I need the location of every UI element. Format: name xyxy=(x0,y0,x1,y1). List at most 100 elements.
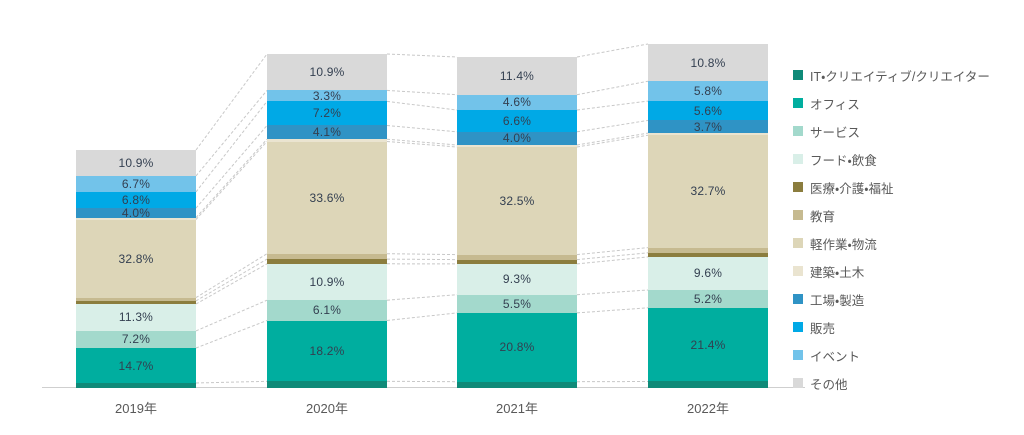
bar-segment-サービス: 5.2% xyxy=(648,289,768,308)
legend-swatch-icon xyxy=(793,322,803,332)
connector-line-工場・製造 xyxy=(386,125,458,133)
segment-value-label: 4.0% xyxy=(502,131,532,146)
bar-segment-建築・土木 xyxy=(457,145,577,148)
x-axis-line xyxy=(42,387,805,388)
bar-segment-販売: 6.8% xyxy=(76,191,196,209)
segment-value-label: 6.7% xyxy=(121,176,151,191)
bar-segment-IT・クリエイティブ/クリエイター xyxy=(648,381,768,388)
bar-segment-軽作業・物流: 32.7% xyxy=(648,135,768,248)
connector-line-工場・製造 xyxy=(195,125,268,209)
segment-value-label: 9.3% xyxy=(502,272,532,287)
segment-value-label: 6.8% xyxy=(121,192,151,207)
legend-swatch-icon xyxy=(793,154,803,164)
legend-label: イベント xyxy=(810,349,861,364)
segment-value-label: 7.2% xyxy=(121,332,151,347)
connector-line-教育 xyxy=(195,253,268,299)
connector-line-建築・土木 xyxy=(576,132,649,146)
bar-segment-フード・飲食: 11.3% xyxy=(76,304,196,331)
legend-item-工場・製造: 工場・製造 xyxy=(793,285,990,313)
bar-segment-オフィス: 20.8% xyxy=(457,312,577,382)
bar-segment-イベント: 6.7% xyxy=(76,175,196,192)
connector-line-IT・クリエイティブ/クリエイター xyxy=(195,380,268,384)
bar-segment-教育 xyxy=(648,247,768,253)
connector-line-販売 xyxy=(195,101,268,193)
bar-segment-IT・クリエイティブ/クリエイター xyxy=(267,381,387,388)
segment-value-label: 10.8% xyxy=(690,55,726,70)
bar-2022年: 21.4% 5.2% 9.6% 32.7% 3.7% 5.6% 5.8% 10.8% xyxy=(648,44,768,388)
legend-label: 教育 xyxy=(810,209,836,224)
connector-line-医療・介護・福祉 xyxy=(576,252,649,261)
connector-line-その他 xyxy=(576,43,649,58)
bar-segment-建築・土木 xyxy=(267,139,387,142)
legend-label: IT・クリエイティブ/クリエイター xyxy=(810,69,990,84)
legend-swatch-icon xyxy=(793,294,803,304)
bar-segment-軽作業・物流: 33.6% xyxy=(267,141,387,254)
legend-item-イベント: イベント xyxy=(793,341,990,369)
segment-value-label: 7.2% xyxy=(312,106,342,121)
segment-value-label: 6.1% xyxy=(312,303,342,318)
x-axis-label-2019年: 2019年 xyxy=(115,401,157,416)
legend-swatch-icon xyxy=(793,126,803,136)
bar-segment-サービス: 7.2% xyxy=(76,330,196,349)
segment-value-label: 4.0% xyxy=(121,205,151,220)
legend-label: 販売 xyxy=(810,321,836,336)
bar-segment-医療・介護・福祉 xyxy=(648,252,768,257)
bar-segment-その他: 11.4% xyxy=(457,57,577,95)
bar-segment-医療・介護・福祉 xyxy=(76,300,196,304)
segment-value-label: 4.6% xyxy=(502,95,532,110)
legend-swatch-icon xyxy=(793,210,803,220)
segment-value-label: 32.7% xyxy=(690,184,726,199)
bar-segment-その他: 10.9% xyxy=(76,150,196,176)
bar-segment-医療・介護・福祉 xyxy=(457,259,577,264)
segment-value-label: 4.1% xyxy=(312,125,342,140)
segment-value-label: 5.2% xyxy=(693,291,723,306)
bar-segment-建築・土木 xyxy=(76,217,196,220)
segment-value-label: 11.4% xyxy=(499,68,535,83)
bar-2020年: 18.2% 6.1% 10.9% 33.6% 4.1% 7.2% 3.3% 10.9% xyxy=(267,54,387,388)
bar-segment-その他: 10.9% xyxy=(267,54,387,91)
bar-segment-オフィス: 18.2% xyxy=(267,320,387,382)
connector-line-販売 xyxy=(576,100,649,111)
segment-value-label: 3.3% xyxy=(312,88,342,103)
connector-line-工場・製造 xyxy=(576,119,649,133)
bar-segment-販売: 7.2% xyxy=(267,101,387,126)
bar-segment-教育 xyxy=(76,297,196,301)
connector-line-オフィス xyxy=(195,320,268,349)
bar-segment-販売: 5.6% xyxy=(648,101,768,121)
segment-value-label: 3.7% xyxy=(693,119,723,134)
legend-item-販売: 販売 xyxy=(793,313,990,341)
bar-segment-オフィス: 14.7% xyxy=(76,348,196,384)
bar-segment-イベント: 4.6% xyxy=(457,94,577,110)
segment-value-label: 18.2% xyxy=(309,343,345,358)
bar-segment-オフィス: 21.4% xyxy=(648,307,768,382)
connector-line-サービス xyxy=(195,299,268,332)
bar-segment-工場・製造: 4.1% xyxy=(267,125,387,140)
bar-segment-工場・製造: 4.0% xyxy=(76,205,196,220)
legend-item-教育: 教育 xyxy=(793,201,990,229)
bar-segment-販売: 6.6% xyxy=(457,109,577,132)
connector-line-建築・土木 xyxy=(195,138,268,218)
segment-value-label: 10.9% xyxy=(309,274,345,289)
connector-line-オフィス xyxy=(576,307,649,314)
legend-swatch-icon xyxy=(793,350,803,360)
legend-label: フード・飲食 xyxy=(810,153,877,168)
legend-item-医療・介護・福祉: 医療・介護・福祉 xyxy=(793,173,990,201)
bar-segment-IT・クリエイティブ/クリエイター xyxy=(76,383,196,388)
legend-label: オフィス xyxy=(810,97,860,112)
legend-swatch-icon xyxy=(793,238,803,248)
legend-item-軽作業・物流: 軽作業・物流 xyxy=(793,229,990,257)
legend-label: 工場・製造 xyxy=(810,293,865,308)
segment-value-label: 20.8% xyxy=(499,340,535,355)
connector-line-教育 xyxy=(386,253,458,256)
connector-line-サービス xyxy=(386,294,458,301)
legend-item-サービス: サービス xyxy=(793,117,990,145)
segment-value-label: 32.5% xyxy=(499,193,535,208)
connector-line-サービス xyxy=(576,289,649,296)
segment-value-label: 5.5% xyxy=(502,296,532,311)
legend-label: 軽作業・物流 xyxy=(810,237,877,252)
legend: IT・クリエイティブ/クリエイター オフィスサービスフード・飲食医療・介護・福祉教… xyxy=(793,61,990,397)
legend-label: サービス xyxy=(810,125,861,140)
x-axis-label-2022年: 2022年 xyxy=(687,401,729,416)
segment-value-label: 32.8% xyxy=(118,251,154,266)
bar-segment-サービス: 6.1% xyxy=(267,300,387,321)
